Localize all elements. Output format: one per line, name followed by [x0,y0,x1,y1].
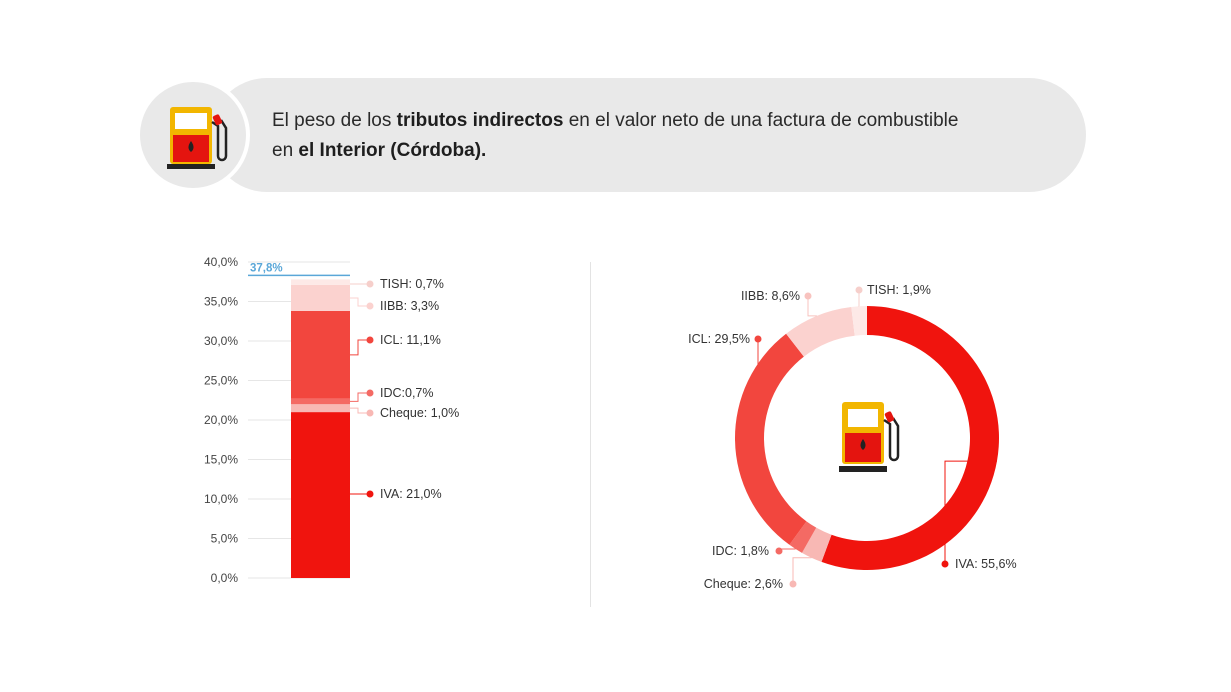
donut-leader-dot-iibb [804,292,812,300]
y-tick-label: 10,0% [204,492,238,506]
donut-label-cheque: Cheque: 2,6% [704,577,783,591]
donut-label-iva: IVA: 55,6% [955,557,1017,571]
title-text-2: en el valor neto de una factura de combu… [563,110,959,131]
donut-label-idc: IDC: 1,8% [712,544,769,558]
donut-label-tish: TISH: 1,9% [867,283,931,297]
bar-segment-iva [291,412,350,578]
donut-slice-cheque [801,527,832,562]
header-icon-badge [136,78,250,192]
y-tick-label: 20,0% [204,413,238,427]
donut-slice-icl [735,333,807,545]
total-label: 37,8% [250,262,283,274]
leader-dot-iva [366,490,374,498]
chart-divider [590,262,591,607]
y-tick-label: 15,0% [204,453,238,467]
y-tick-label: 40,0% [204,255,238,269]
donut-slice-tish [851,306,867,336]
y-tick-label: 30,0% [204,334,238,348]
leader-dot-cheque [366,409,374,417]
data-label-tish: TISH: 0,7% [380,277,444,291]
title-bold-1: tributos indirectos [396,110,564,131]
y-tick-label: 0,0% [211,571,239,585]
y-tick-label: 5,0% [211,532,239,546]
donut-leader-dot-cheque [789,580,797,588]
title-text-1: El peso de los [272,110,397,131]
leader-dot-idc [366,389,374,397]
data-label-iva: IVA: 21,0% [380,487,442,501]
donut-leader-dot-icl [754,335,762,343]
y-tick-label: 35,0% [204,295,238,309]
header-banner [210,78,1086,192]
data-label-idc: IDC:0,7% [380,386,434,400]
donut-leader-iva [944,460,997,564]
leader-dot-icl [366,336,374,344]
data-label-cheque: Cheque: 1,0% [380,406,459,420]
leader-dot-iibb [366,302,374,310]
donut-leader-dot-iva [941,560,949,568]
bar-segment-iibb [291,284,350,311]
donut-slice-idc [789,521,817,553]
bar-segment-cheque [291,404,350,413]
leader-icl [350,339,370,356]
donut-slice-iibb [786,306,855,357]
leader-iibb [350,297,370,307]
title-text-3: en [272,140,299,161]
donut-leader-dot-idc [775,547,783,555]
data-label-iibb: IIBB: 3,3% [380,299,439,313]
donut-leader-iibb [807,296,817,317]
leader-idc [350,392,370,402]
fuel-pump-icon [167,107,228,169]
fuel-pump-center-icon [839,402,900,472]
donut-leader-dot-tish [855,286,863,294]
donut-leader-icl [735,339,759,441]
leader-cheque [350,407,370,414]
donut-leader-cheque [792,557,812,584]
donut-label-iibb: IIBB: 8,6% [741,289,800,303]
y-tick-label: 25,0% [204,374,238,388]
donut-label-icl: ICL: 29,5% [688,332,750,346]
donut-slice-iva [821,306,1000,570]
bar-segment-tish [291,279,350,285]
title-bold-2: el Interior (Córdoba). [298,140,487,161]
data-label-icl: ICL: 11,1% [380,333,441,347]
page-title: El peso de los tributos indirectos en el… [272,106,1082,166]
leader-dot-tish [366,280,374,288]
bar-segment-idc [291,398,350,405]
bar-segment-icl [291,310,350,399]
